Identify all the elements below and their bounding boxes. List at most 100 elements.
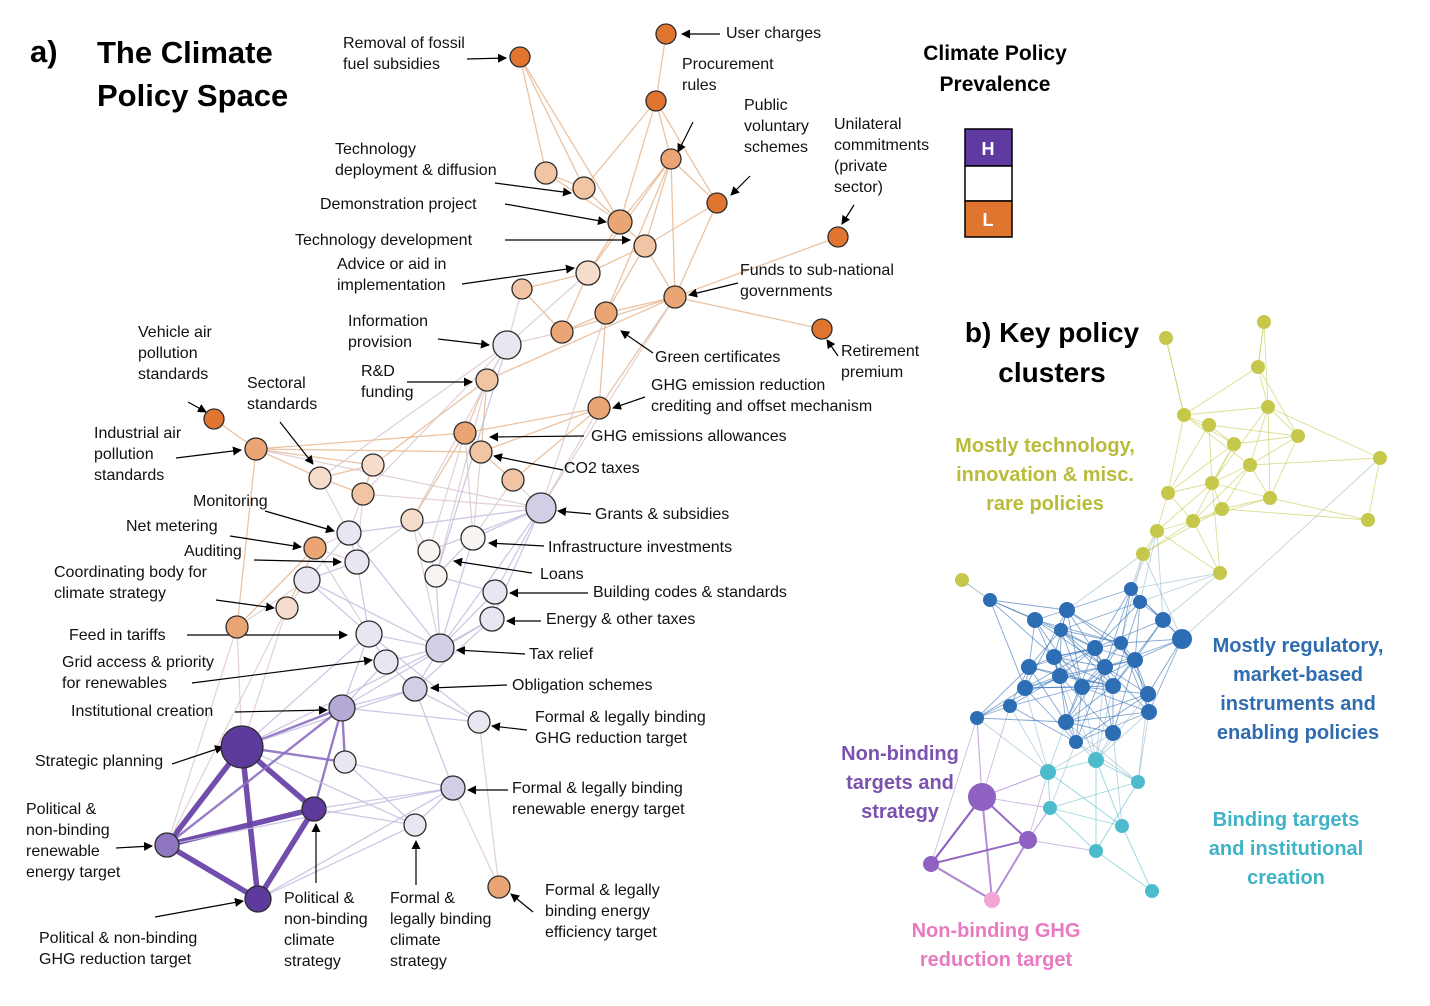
cluster-edge: [1075, 686, 1083, 743]
cluster-node: [1027, 612, 1043, 628]
edge-ghgcr-co2b: [512, 407, 600, 481]
arrow-formal-legally-binding-energy-efficiency-target: [510, 893, 534, 913]
cluster-node: [1087, 640, 1103, 656]
cluster-edge: [1221, 497, 1271, 510]
arrow-industrial-air-pollution-standards: [175, 446, 242, 459]
node-s3: [351, 482, 375, 506]
cluster-node: [1140, 686, 1156, 702]
node-pubv: [660, 148, 682, 170]
node-energy: [479, 606, 505, 632]
edge-polren-polghg: [165, 842, 260, 902]
cluster-edge: [1095, 666, 1106, 761]
cluster-node: [1150, 524, 1164, 538]
cluster-edge: [989, 599, 1055, 658]
cluster-node: [1261, 400, 1275, 414]
node-grid: [355, 620, 383, 648]
arrow-formal-legally-binding-ghg-reduction-target: [491, 722, 528, 732]
edge-techdev-greenc: [605, 245, 646, 314]
edge-grants-build: [494, 507, 542, 593]
cluster-node: [1227, 437, 1241, 451]
arrow-ghg-emission-reduction-crediting-and-offset-mechanism: [612, 396, 646, 410]
cluster-edge: [1104, 666, 1150, 713]
policy-label-loans: Loans: [540, 566, 584, 583]
cluster-node: [1059, 602, 1075, 618]
cluster-edge: [1034, 619, 1061, 677]
node-loans: [417, 539, 441, 563]
node-grants: [525, 492, 557, 524]
edge-feed-polren: [166, 626, 238, 846]
policy-label-formal-legally-binding-ghg-reduction-target: Formal & legally binding GHG reduction ta…: [535, 709, 706, 747]
policy-label-removal-of-fossil-fuel-subsidies: Removal of fossil fuel subsidies: [343, 35, 465, 73]
cluster-node: [1159, 331, 1173, 345]
cluster-edge: [1148, 638, 1183, 713]
cluster-edge: [989, 599, 1026, 689]
edge-fossil-demo: [519, 56, 621, 223]
edge-funds-gc2: [561, 296, 676, 333]
cluster-edge: [976, 717, 1067, 723]
node-demo: [607, 209, 633, 235]
cluster-edge: [1066, 609, 1136, 661]
cluster-edge: [1104, 588, 1132, 668]
arrow-grants-subsidies: [557, 507, 592, 517]
cluster-node: [1089, 844, 1103, 858]
policy-label-funds-to-sub-national-governments: Funds to sub-national governments: [740, 262, 894, 300]
cluster-edge: [1047, 759, 1097, 773]
node-t2: [572, 176, 596, 200]
edge-polren-instit: [166, 707, 343, 846]
policy-label-procurement-rules: Procurement rules: [682, 56, 774, 94]
cluster-edge: [1065, 693, 1149, 723]
arrow-procurement-rules: [677, 121, 694, 153]
cluster-edge: [1183, 414, 1251, 466]
policy-label-tax-relief: Tax relief: [529, 646, 594, 663]
cluster-edge: [1156, 530, 1221, 574]
arrow-net-metering: [229, 535, 302, 551]
cluster-edge: [1142, 520, 1194, 555]
policy-space-nodes: [154, 23, 849, 913]
arrow-green-certificates: [620, 330, 654, 354]
node-build: [482, 579, 508, 605]
edge-greenc-grants: [540, 312, 607, 509]
arrow-institutional-creation: [234, 705, 328, 715]
cluster-edge: [1065, 685, 1114, 723]
cluster-edge: [1049, 807, 1123, 827]
node-formalren: [440, 775, 466, 801]
cluster-edge: [1147, 638, 1183, 695]
cluster-node: [1202, 418, 1216, 432]
cluster-edge: [1095, 781, 1139, 852]
edge-pubv-techdev: [644, 158, 672, 247]
edge-s3-grants: [362, 493, 542, 509]
cluster-edge: [1221, 508, 1369, 521]
cluster-edge: [1075, 666, 1106, 743]
cluster-edge: [1094, 601, 1141, 649]
cluster-edge: [1060, 629, 1083, 688]
edge-greenc-ghgcr: [598, 312, 607, 409]
arrow-sectoral-standards: [279, 421, 314, 465]
edge-formalren-formeff: [452, 787, 500, 888]
cluster-edge: [1065, 666, 1106, 723]
node-techdev: [633, 234, 657, 258]
node-netm: [303, 536, 327, 560]
cluster-edge: [1257, 321, 1265, 368]
cluster-node: [984, 892, 1000, 908]
edge-funds-retire: [674, 296, 823, 330]
arrow-technology-deployment-diffusion: [494, 182, 572, 197]
policy-label-r-d-funding: R&D funding: [361, 363, 414, 401]
edge-industrial-sect: [255, 448, 321, 479]
cluster-edge: [1009, 686, 1083, 707]
cluster-edge: [1120, 642, 1149, 695]
policy-label-ghg-emissions-allowances: GHG emissions allowances: [591, 428, 787, 445]
node-aud: [344, 549, 370, 575]
cluster-edge: [1065, 721, 1139, 783]
arrow-tax-relief: [456, 645, 526, 655]
edge-coord1-grid: [306, 579, 370, 635]
edge-grants-taxrel: [439, 507, 542, 649]
cluster-node: [1257, 315, 1271, 329]
node-info: [492, 330, 522, 360]
edge-proc-demo: [619, 100, 657, 223]
cluster-edge: [1066, 609, 1106, 668]
policy-label-information-provision: Information provision: [348, 313, 428, 351]
policy-label-retirement-premium: Retirement premium: [841, 343, 920, 381]
cluster-node: [1161, 486, 1175, 500]
arrow-removal-of-fossil-fuel-subsidies: [466, 53, 507, 63]
